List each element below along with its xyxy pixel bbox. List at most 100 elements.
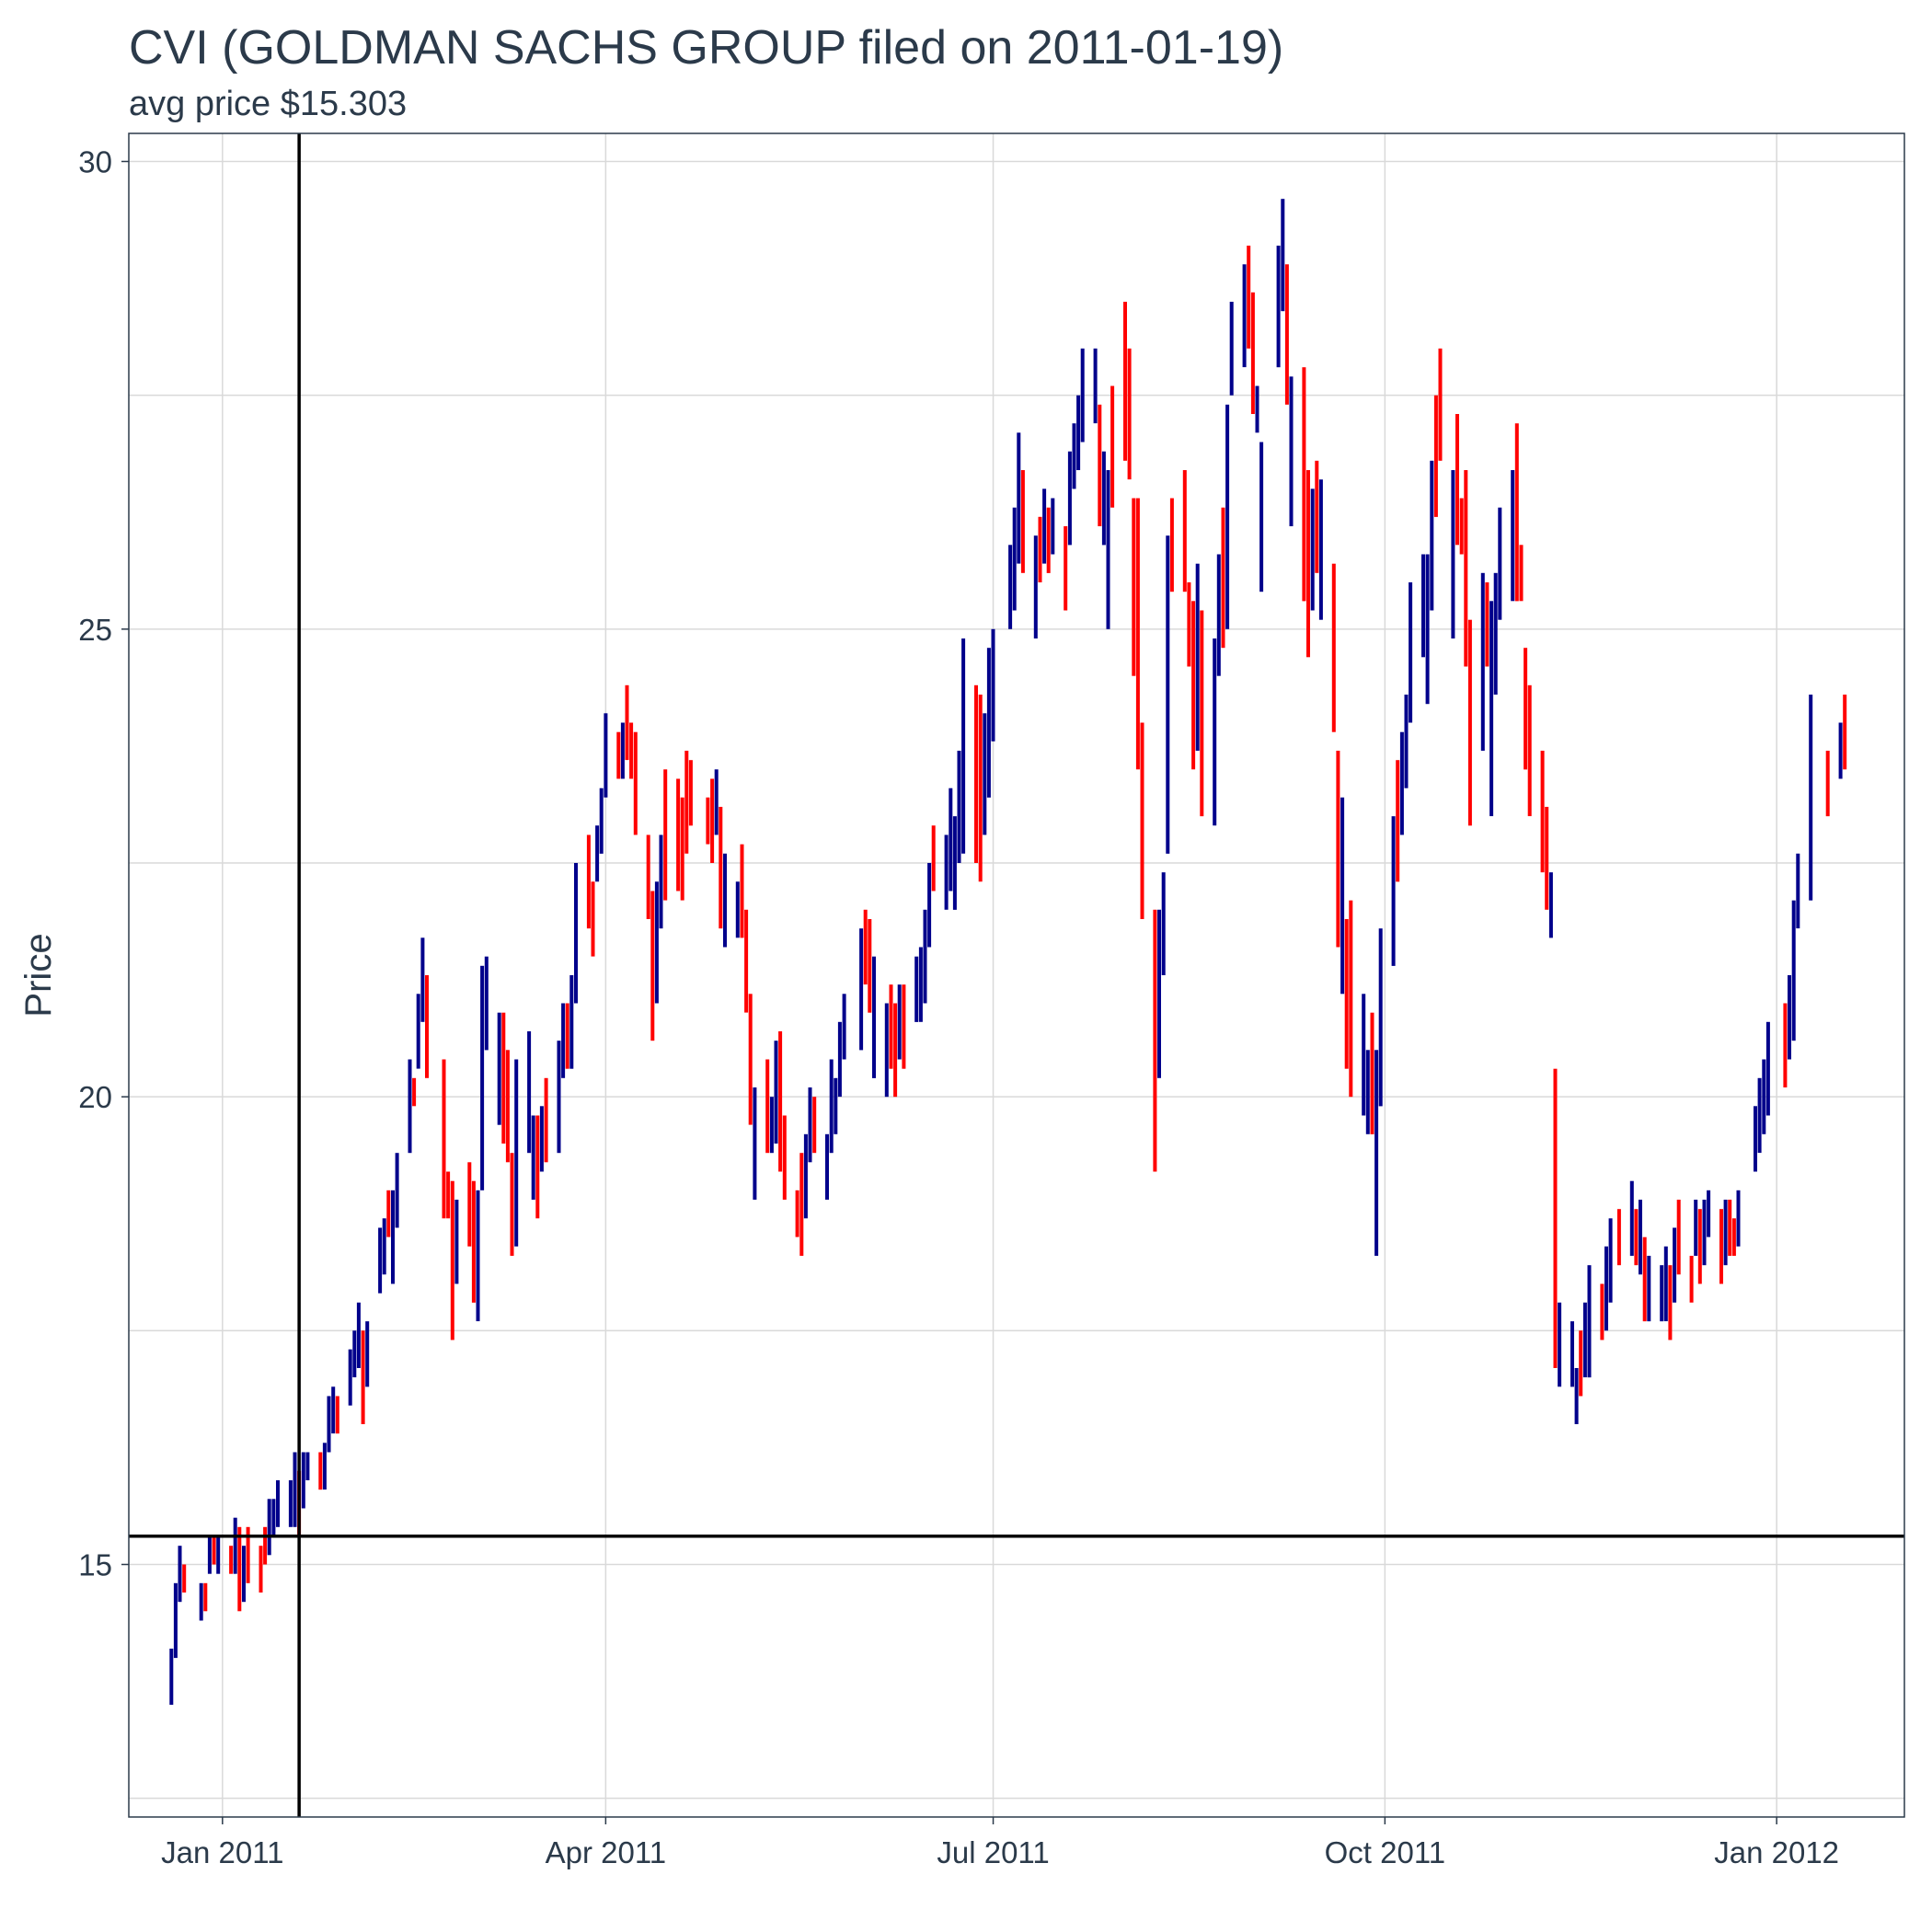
price-bar: [1191, 601, 1196, 770]
price-bar: [527, 1031, 532, 1154]
price-bar: [1123, 302, 1127, 461]
price-bar: [267, 1499, 271, 1556]
price-bar: [1008, 545, 1013, 629]
price-bar: [514, 1059, 519, 1247]
price-bar: [1467, 619, 1472, 826]
price-bar: [676, 778, 681, 891]
price-bar: [1430, 460, 1434, 611]
price-bar: [1629, 1180, 1634, 1256]
price-bar: [1642, 1236, 1647, 1322]
price-bar: [744, 909, 749, 1013]
price-bar: [735, 881, 740, 938]
price-bar: [1067, 451, 1072, 546]
price-bar: [569, 975, 574, 1069]
price-bar: [1668, 1265, 1673, 1340]
price-bar: [471, 1180, 476, 1303]
price-bar: [1110, 385, 1115, 508]
price-bar: [1378, 928, 1383, 1107]
price-bar: [1213, 638, 1217, 826]
price-bar: [1719, 1209, 1723, 1284]
price-bar: [1647, 1256, 1651, 1322]
price-bar: [1255, 385, 1259, 433]
price-bar: [599, 788, 604, 854]
price-bar: [799, 1153, 804, 1256]
price-bar: [1634, 1209, 1639, 1266]
price-bar: [1498, 507, 1502, 620]
chart-subtitle: avg price $15.303: [129, 85, 408, 123]
price-bar: [1838, 722, 1843, 779]
price-bar: [774, 1041, 778, 1144]
price-bar: [719, 807, 723, 929]
price-bar: [288, 1480, 293, 1527]
price-bar: [884, 1003, 889, 1098]
price-bar: [803, 1133, 808, 1219]
price-bar: [680, 797, 684, 901]
price-bar: [497, 1012, 501, 1125]
price-bar: [378, 1227, 383, 1294]
price-bar: [1076, 395, 1081, 470]
price-bar: [263, 1526, 268, 1565]
price-bar: [1579, 1330, 1583, 1397]
price-bar: [1289, 376, 1294, 526]
price-bar: [318, 1452, 323, 1490]
price-bar: [957, 751, 961, 863]
price-bar: [872, 956, 876, 1078]
price-bar: [1425, 554, 1430, 705]
y-tick-label: 30: [78, 145, 112, 179]
x-tick-label: Jul 2011: [937, 1835, 1049, 1869]
price-bar: [986, 648, 991, 798]
price-bar: [1421, 554, 1425, 658]
price-bar: [331, 1386, 336, 1434]
plot-frame: [128, 132, 1905, 1818]
price-bar: [1757, 1077, 1762, 1154]
price-bar: [616, 731, 621, 779]
price-bar: [1608, 1218, 1613, 1303]
price-bar: [476, 1190, 480, 1322]
price-bar: [1157, 909, 1161, 1078]
price-bar: [586, 834, 591, 929]
price-bars: [169, 199, 1847, 1705]
price-bar: [1796, 853, 1800, 929]
y-axis-ticks: 15 20 25 30: [78, 145, 129, 1582]
price-bar: [1455, 414, 1459, 546]
x-tick-label: Oct 2011: [1325, 1835, 1445, 1869]
price-bar: [978, 695, 983, 882]
price-bar: [1702, 1200, 1707, 1266]
price-bar: [1493, 572, 1498, 695]
price-bar: [1728, 1200, 1732, 1256]
price-bar: [1101, 451, 1106, 546]
price-bar: [952, 816, 957, 910]
price-bar: [753, 1087, 757, 1200]
price-bar: [1673, 1227, 1677, 1303]
price-bar: [561, 1003, 566, 1078]
price-bar: [595, 825, 600, 882]
price-bar: [1754, 1106, 1757, 1172]
price-bar: [1548, 872, 1553, 938]
price-bar: [1676, 1200, 1681, 1275]
price-bar: [842, 994, 846, 1060]
price-bar: [633, 731, 638, 835]
price-bar: [216, 1536, 221, 1574]
price-bar: [335, 1396, 339, 1434]
price-bar: [1064, 526, 1068, 611]
price-bar: [1216, 554, 1221, 676]
price-bar: [1736, 1190, 1741, 1247]
x-tick-label: Jan 2011: [161, 1835, 283, 1869]
y-axis-label: Price: [18, 933, 59, 1017]
price-bar: [1017, 432, 1021, 564]
price-bar: [684, 751, 689, 854]
price-bar: [769, 1097, 774, 1154]
price-bar: [1331, 563, 1336, 732]
price-bar: [1242, 264, 1247, 368]
price-bar: [484, 956, 489, 1051]
price-bar: [1370, 1012, 1374, 1134]
price-bar: [207, 1536, 212, 1574]
price-bar: [212, 1536, 216, 1565]
price-bar: [1012, 507, 1017, 611]
price-bar: [1127, 348, 1132, 480]
price-bar: [1396, 760, 1400, 882]
price-bar: [1553, 1068, 1558, 1368]
price-bar: [1809, 695, 1813, 901]
price-bar: [505, 1050, 510, 1163]
price-bar: [1106, 470, 1110, 629]
